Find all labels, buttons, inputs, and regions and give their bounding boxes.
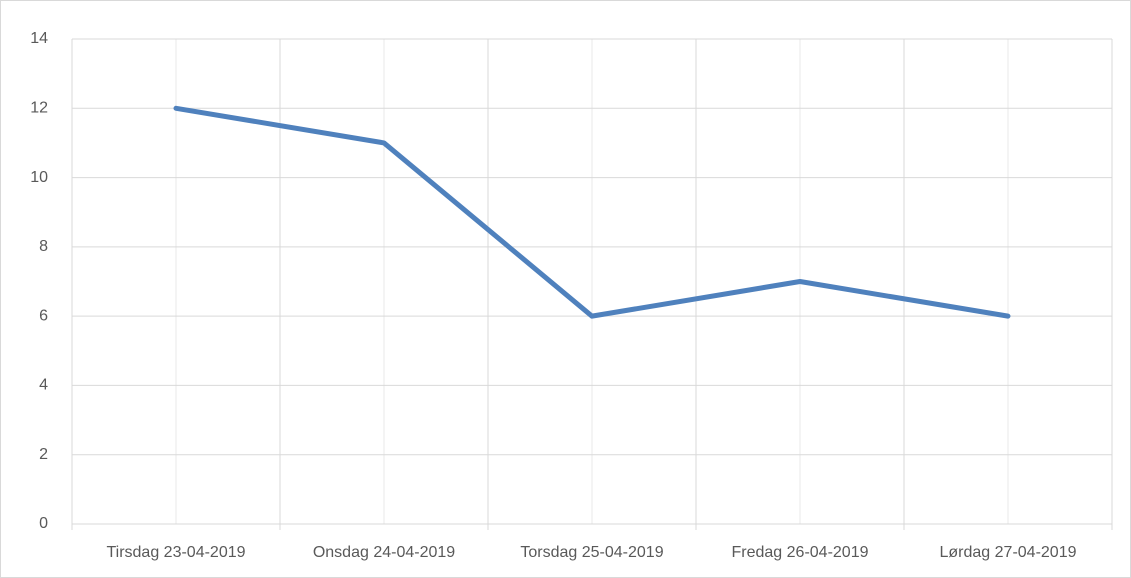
- y-tick-label: 2: [39, 446, 48, 463]
- y-tick-label: 4: [39, 377, 48, 394]
- y-tick-label: 0: [39, 515, 48, 532]
- x-tick-label: Lørdag 27-04-2019: [940, 544, 1077, 561]
- x-tick-label: Onsdag 24-04-2019: [313, 544, 455, 561]
- y-tick-label: 6: [39, 307, 48, 324]
- x-tick-label: Tirsdag 23-04-2019: [106, 544, 245, 561]
- y-tick-label: 10: [30, 169, 48, 186]
- data-line: [173, 105, 1011, 319]
- x-tick-label: Torsdag 25-04-2019: [520, 544, 663, 561]
- y-tick-label: 12: [30, 100, 48, 117]
- x-tick-label: Fredag 26-04-2019: [732, 544, 869, 561]
- y-tick-label: 14: [30, 30, 48, 47]
- y-tick-label: 8: [39, 238, 48, 255]
